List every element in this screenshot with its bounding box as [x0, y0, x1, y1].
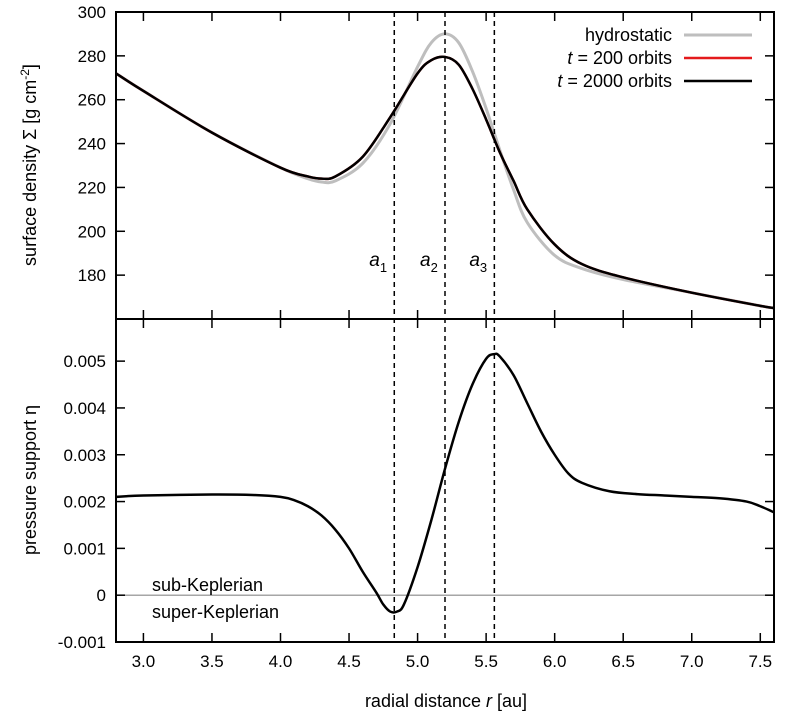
legend-label-t200: t = 200 orbits [567, 48, 672, 68]
annotation-sub-keplerian: sub-Keplerian [152, 575, 263, 595]
legend-label-t2000: t = 2000 orbits [557, 71, 672, 91]
bottom-y-tick-label: 0.001 [63, 539, 106, 558]
vline-label-a2: a2 [420, 250, 438, 275]
bottom-x-axis-title: radial distance r [au] [365, 691, 527, 711]
bottom-y-tick-label: 0.003 [63, 446, 106, 465]
x-tick-label: 4.5 [337, 652, 361, 671]
series-t2000-line [116, 55, 774, 310]
top-y-tick-label: 220 [78, 178, 106, 197]
vline-label-a1: a1 [369, 250, 387, 275]
axis-tick-labels: 180 200 220 240 260 280 300 -0.001 0 0.001 0.002 0.… [58, 3, 772, 671]
legend-swatches [684, 33, 752, 83]
annotation-super-keplerian: super-Keplerian [152, 602, 279, 622]
bottom-y-tick-label: 0 [97, 586, 106, 605]
top-y-tick-label: 280 [78, 47, 106, 66]
top-y-tick-label: 260 [78, 91, 106, 110]
bottom-y-tick-label: 0.004 [63, 399, 106, 418]
top-y-tick-label: 240 [78, 135, 106, 154]
vertical-reference-lines [393, 12, 496, 642]
x-tick-label: 5.5 [474, 652, 498, 671]
x-tick-label: 6.5 [611, 652, 635, 671]
series-hydrostatic-line [116, 32, 774, 310]
top-y-tick-label: 200 [78, 222, 106, 241]
x-tick-label: 3.5 [200, 652, 224, 671]
bottom-y-axis-title: pressure support η [20, 405, 40, 555]
series-pressure-support-line [116, 352, 774, 614]
legend: hydrostatic t = 200 orbits t = 2000 orbi… [557, 25, 752, 91]
bottom-panel-frame [115, 318, 775, 643]
x-tick-label: 7.0 [680, 652, 704, 671]
vertical-line-labels: a1 a2 a3 [369, 250, 487, 275]
x-tick-label: 5.0 [406, 652, 430, 671]
x-tick-label: 6.0 [543, 652, 567, 671]
legend-label-hydrostatic: hydrostatic [585, 25, 672, 45]
x-tick-label: 4.0 [269, 652, 293, 671]
top-y-tick-label: 300 [78, 3, 106, 22]
top-panel-curves [116, 32, 774, 310]
top-y-axis-title: surface density Σ [g cm-2] [18, 64, 40, 266]
bottom-y-tick-label: 0.002 [63, 493, 106, 512]
vline-label-a3: a3 [469, 250, 487, 275]
top-y-tick-label: 180 [78, 266, 106, 285]
bottom-y-tick-label: 0.005 [63, 352, 106, 371]
bottom-panel-curves [116, 352, 774, 614]
bottom-y-tick-label: -0.001 [58, 633, 106, 652]
x-tick-label: 3.0 [132, 652, 156, 671]
x-tick-label: 7.5 [748, 652, 772, 671]
axis-ticks [116, 11, 774, 643]
